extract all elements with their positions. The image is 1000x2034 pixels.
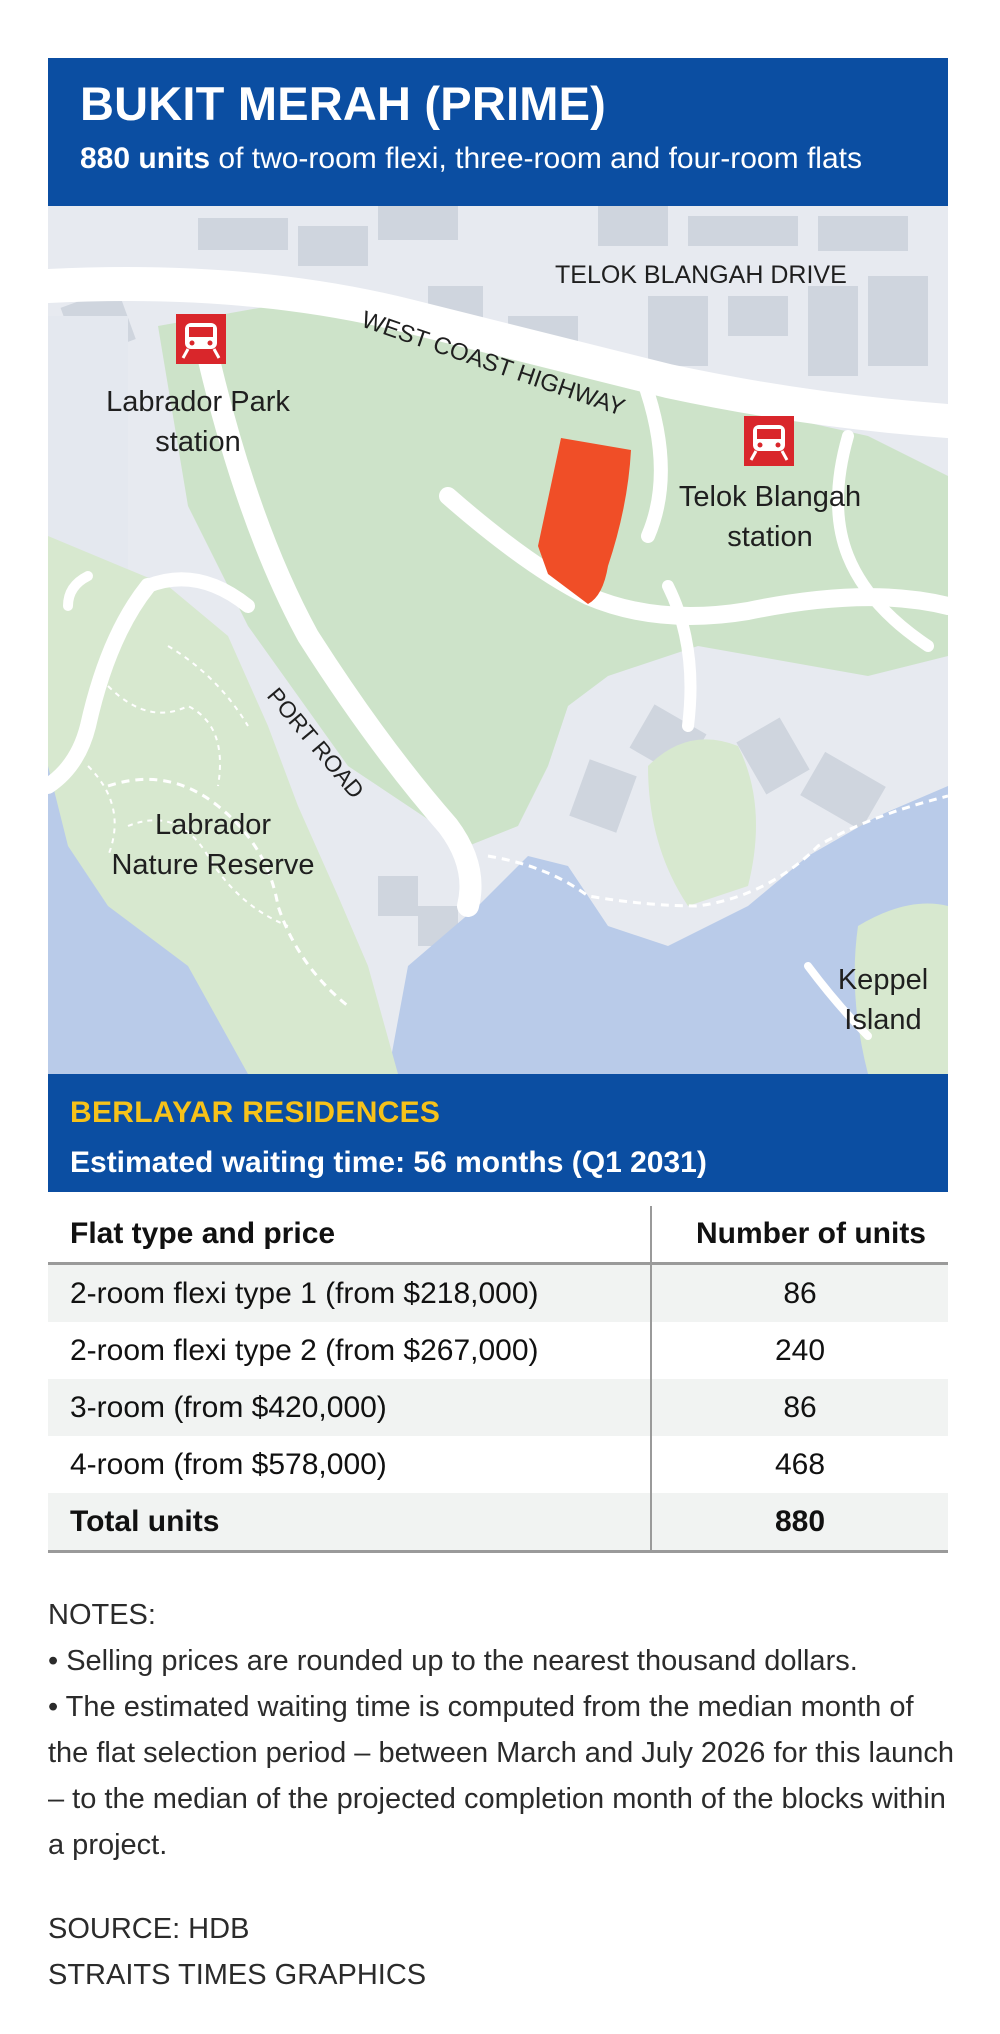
- row-units: 86: [783, 1276, 817, 1310]
- telok-blangah-station-icon: [744, 416, 794, 466]
- source-credits: SOURCE: HDB STRAITS TIMES GRAPHICS: [48, 1906, 426, 1998]
- notes: NOTES: • Selling prices are rounded up t…: [48, 1592, 958, 1868]
- location-map: TELOK BLANGAH DRIVE WEST COAST HIGHWAY P…: [48, 206, 948, 1074]
- units-description: of two-room flexi, three-room and four-r…: [210, 141, 862, 175]
- source-line: SOURCE: HDB: [48, 1913, 250, 1945]
- flat-table: Flat type and price Number of units 2-ro…: [48, 1206, 948, 1553]
- table-row: 2-room flexi type 1 (from $218,000) 86: [48, 1265, 948, 1322]
- nature-reserve-area: [48, 536, 398, 1074]
- road-network: [48, 267, 948, 1040]
- nature-trails: [87, 645, 289, 927]
- units-count: 880 units: [80, 141, 211, 175]
- telok-blangah-station-label-line2: station: [727, 521, 812, 553]
- row-flat-type: 4-room (from $578,000): [48, 1436, 652, 1493]
- keppel-island-label-line2: Island: [844, 1004, 921, 1036]
- row-flat-type: 3-room (from $420,000): [48, 1379, 652, 1436]
- row-units: 86: [783, 1390, 817, 1424]
- labrador-park-station-label: Labrador Park: [106, 386, 290, 418]
- project-name: BERLAYAR RESIDENCES: [70, 1096, 441, 1129]
- telok-blangah-station-label: Telok Blangah: [679, 481, 861, 513]
- header-flat-type: Flat type and price: [48, 1206, 652, 1262]
- header-banner: BUKIT MERAH (PRIME) 880 units of two-roo…: [48, 58, 948, 206]
- table-row: 4-room (from $578,000) 468: [48, 1436, 948, 1493]
- notes-heading: NOTES:: [48, 1599, 156, 1631]
- credit-line: STRAITS TIMES GRAPHICS: [48, 1959, 427, 1991]
- labrador-park-station-icon: [176, 314, 226, 364]
- keppel-island-label: Keppel: [838, 964, 928, 996]
- labrador-park-station-label-line2: station: [155, 426, 240, 458]
- note-item: • Selling prices are rounded up to the n…: [48, 1645, 858, 1677]
- table-row: 2-room flexi type 2 (from $267,000) 240: [48, 1322, 948, 1379]
- note-item: • The estimated waiting time is computed…: [48, 1691, 954, 1861]
- row-flat-type: 2-room flexi type 2 (from $267,000): [48, 1322, 652, 1379]
- sea-keppel: [388, 786, 948, 1074]
- nature-reserve-label-line2: Nature Reserve: [111, 849, 314, 881]
- waiting-time: Estimated waiting time: 56 months (Q1 20…: [70, 1146, 707, 1179]
- project-banner: BERLAYAR RESIDENCES Estimated waiting ti…: [48, 1074, 948, 1192]
- header-units: Number of units: [696, 1217, 926, 1250]
- page-title: BUKIT MERAH (PRIME): [80, 77, 606, 130]
- buildings: [60, 206, 928, 946]
- row-units: 468: [774, 1447, 826, 1481]
- total-label: Total units: [48, 1493, 652, 1550]
- total-row: Total units 880: [48, 1493, 948, 1553]
- row-units: 240: [774, 1333, 826, 1367]
- development-site: [538, 438, 631, 604]
- nature-reserve-label: Labrador: [155, 809, 271, 841]
- row-flat-type: 2-room flexi type 1 (from $218,000): [48, 1265, 652, 1322]
- road-label-telok-blangah-drive: TELOK BLANGAH DRIVE: [555, 261, 847, 289]
- total-value: 880: [774, 1504, 826, 1538]
- table-row: 3-room (from $420,000) 86: [48, 1379, 948, 1436]
- units-summary: 880 units of two-room flexi, three-room …: [80, 142, 916, 176]
- table-header: Flat type and price Number of units: [48, 1206, 948, 1265]
